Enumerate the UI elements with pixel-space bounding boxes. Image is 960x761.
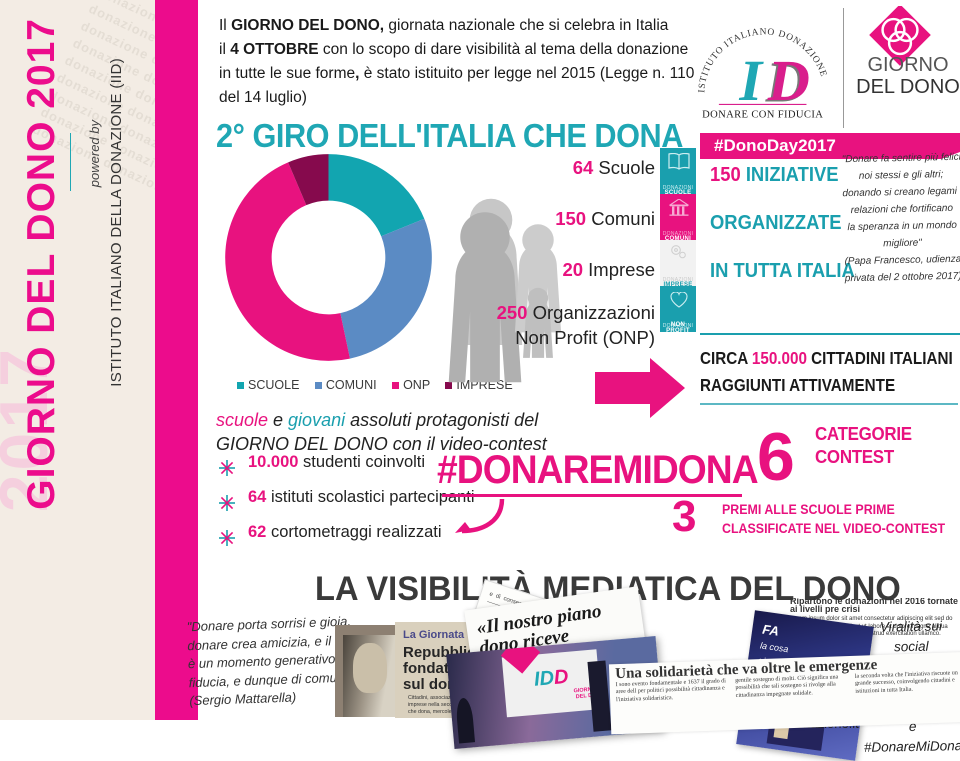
svg-text:DONARE CON FIDUCIA: DONARE CON FIDUCIA [702, 110, 823, 121]
